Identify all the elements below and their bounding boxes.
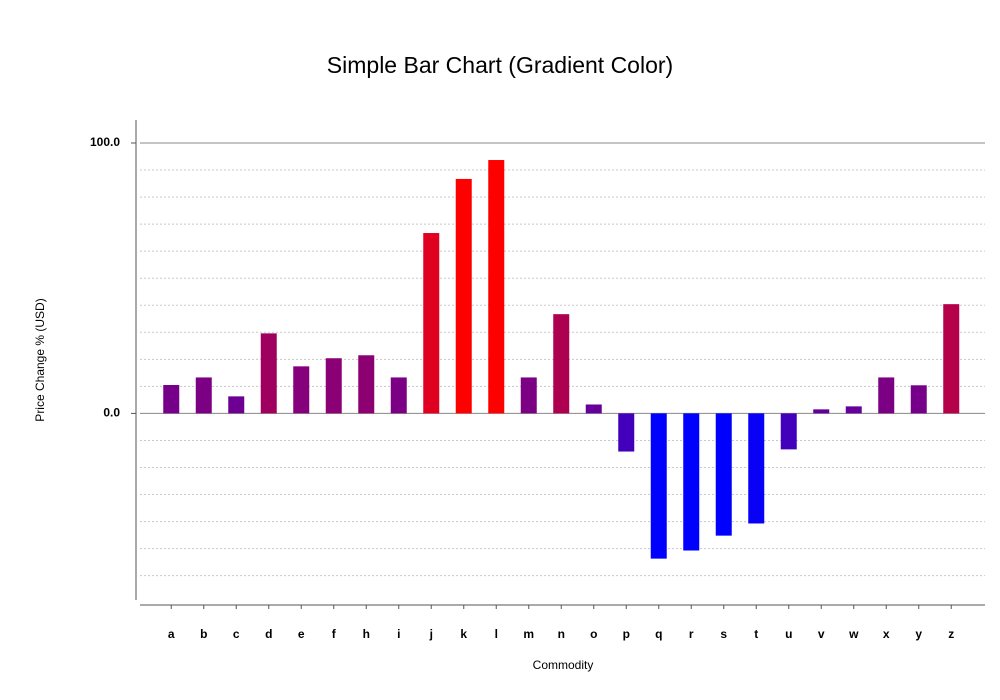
- bar: [358, 355, 375, 414]
- bar: [618, 413, 635, 452]
- x-tick-label: z: [948, 627, 954, 641]
- x-tick-label: j: [429, 627, 433, 641]
- bar: [195, 377, 212, 414]
- x-tick-label: r: [689, 627, 694, 641]
- x-tick-label: c: [233, 627, 240, 641]
- x-tick-label: v: [818, 627, 825, 641]
- bar: [878, 377, 895, 414]
- bar: [748, 413, 765, 524]
- x-tick-label: e: [298, 627, 305, 641]
- bar: [228, 396, 245, 414]
- bar: [910, 385, 927, 414]
- x-tick-label: x: [883, 627, 890, 641]
- chart-title: Simple Bar Chart (Gradient Color): [327, 52, 673, 78]
- bar: [455, 178, 472, 414]
- bar: [780, 413, 797, 450]
- x-tick-label: p: [623, 627, 630, 641]
- x-tick-label: o: [590, 627, 597, 641]
- x-tick-label: k: [460, 627, 467, 641]
- bar: [260, 333, 277, 414]
- bar: [293, 366, 310, 414]
- x-tick-label: d: [265, 627, 272, 641]
- bar: [390, 377, 407, 414]
- x-tick-label: q: [655, 627, 662, 641]
- x-tick-label: u: [785, 627, 792, 641]
- bar: [650, 413, 667, 559]
- bar: [520, 377, 537, 414]
- x-tick-label: f: [332, 627, 337, 641]
- bar: [423, 233, 440, 414]
- bar: [715, 413, 732, 536]
- x-tick-label: y: [915, 627, 922, 641]
- x-tick-label: h: [363, 627, 370, 641]
- bar: [163, 385, 180, 414]
- y-tick-label: 100.0: [90, 135, 120, 149]
- bar: [943, 304, 960, 414]
- bar: [813, 409, 830, 414]
- y-tick-label: 0.0: [103, 406, 120, 420]
- bar: [488, 160, 505, 414]
- bar: [553, 314, 570, 414]
- x-tick-label: s: [720, 627, 727, 641]
- x-axis-label: Commodity: [533, 658, 594, 672]
- bar: [845, 406, 862, 414]
- x-tick-label: t: [754, 627, 758, 641]
- bar: [683, 413, 700, 551]
- x-tick-label: m: [523, 627, 534, 641]
- x-tick-label: n: [558, 627, 565, 641]
- bar: [325, 358, 342, 414]
- bar: [585, 404, 602, 414]
- x-tick-label: a: [168, 627, 175, 641]
- x-tick-label: i: [397, 627, 400, 641]
- x-tick-label: l: [495, 627, 498, 641]
- y-axis-label: Price Change % (USD): [33, 298, 47, 421]
- x-tick-label: w: [848, 627, 859, 641]
- x-tick-label: b: [200, 627, 207, 641]
